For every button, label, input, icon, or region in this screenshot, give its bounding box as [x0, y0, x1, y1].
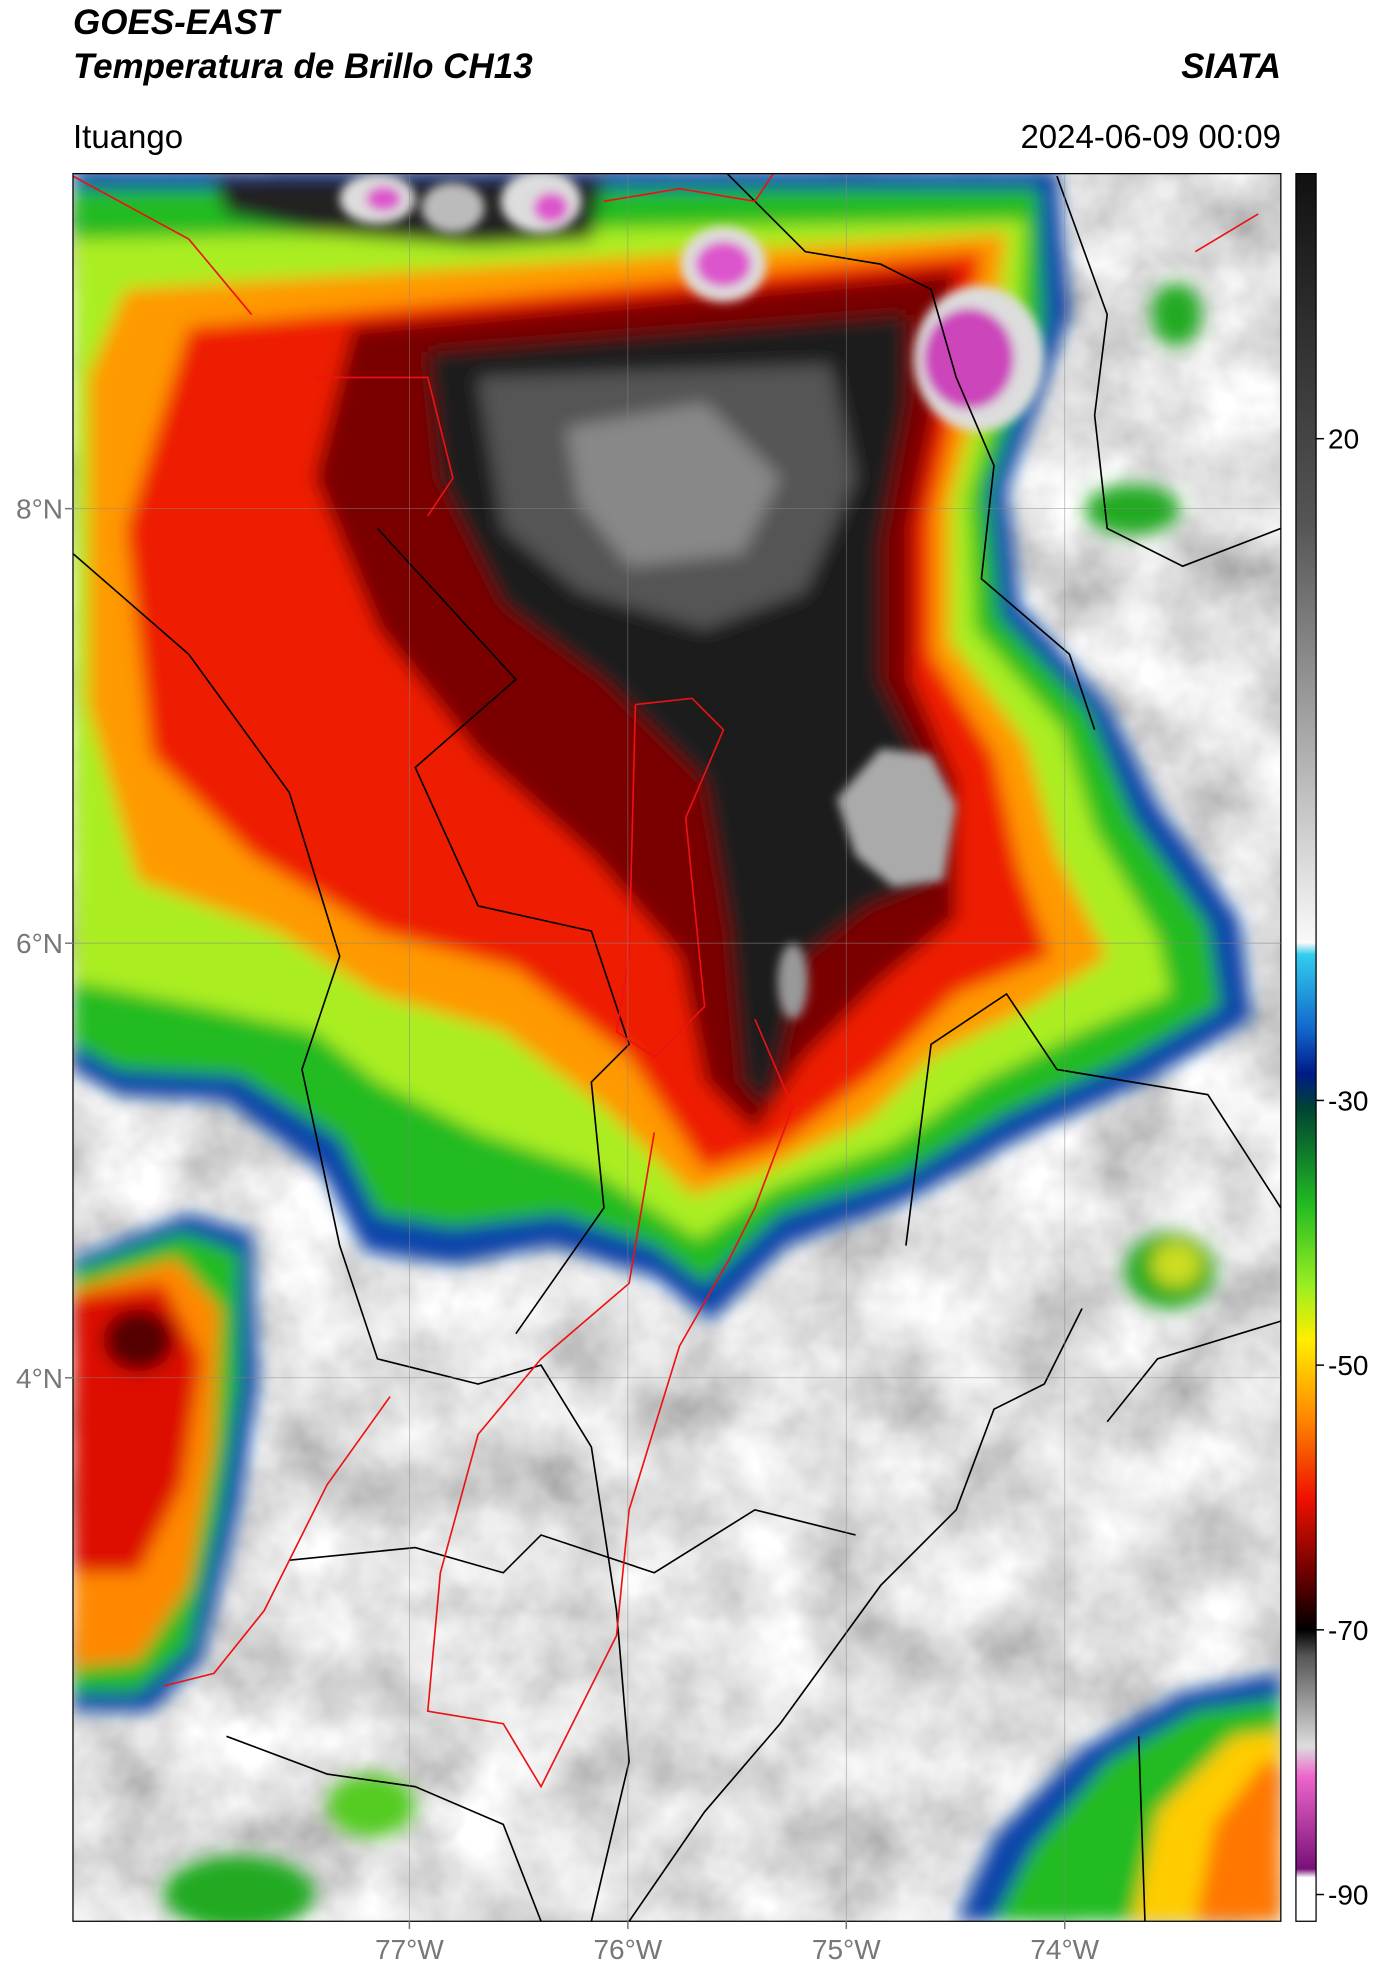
x-tick-label: 77°W	[375, 1934, 444, 1965]
y-tick-label: 6°N	[16, 928, 63, 959]
colorbar-tick-label: -50	[1328, 1350, 1368, 1381]
x-tick-label: 76°W	[593, 1934, 662, 1965]
x-tick-label: 75°W	[812, 1934, 881, 1965]
title: GOES-EAST	[73, 3, 282, 42]
colorbar-tick-label: -70	[1328, 1615, 1368, 1646]
source: SIATA	[1181, 47, 1281, 86]
title: Temperatura de Brillo CH13	[73, 47, 533, 86]
colorbar-tick-label: -30	[1328, 1085, 1368, 1116]
colorbar-tick-label: -90	[1328, 1880, 1368, 1911]
location: Ituango	[73, 118, 183, 155]
axes: 77°W 76°W 75°W 74°W 8°N 6°N 4°N 20 -30 -50 -70 -90	[16, 174, 1368, 1965]
datetime: 2024-06-09 00:09	[1020, 118, 1281, 155]
colorbar-tick-label: 20	[1328, 424, 1359, 455]
x-tick-label: 74°W	[1030, 1934, 1099, 1965]
y-tick-label: 8°N	[16, 494, 63, 525]
satellite-image	[72, 173, 1317, 1922]
y-tick-label: 4°N	[16, 1363, 63, 1394]
